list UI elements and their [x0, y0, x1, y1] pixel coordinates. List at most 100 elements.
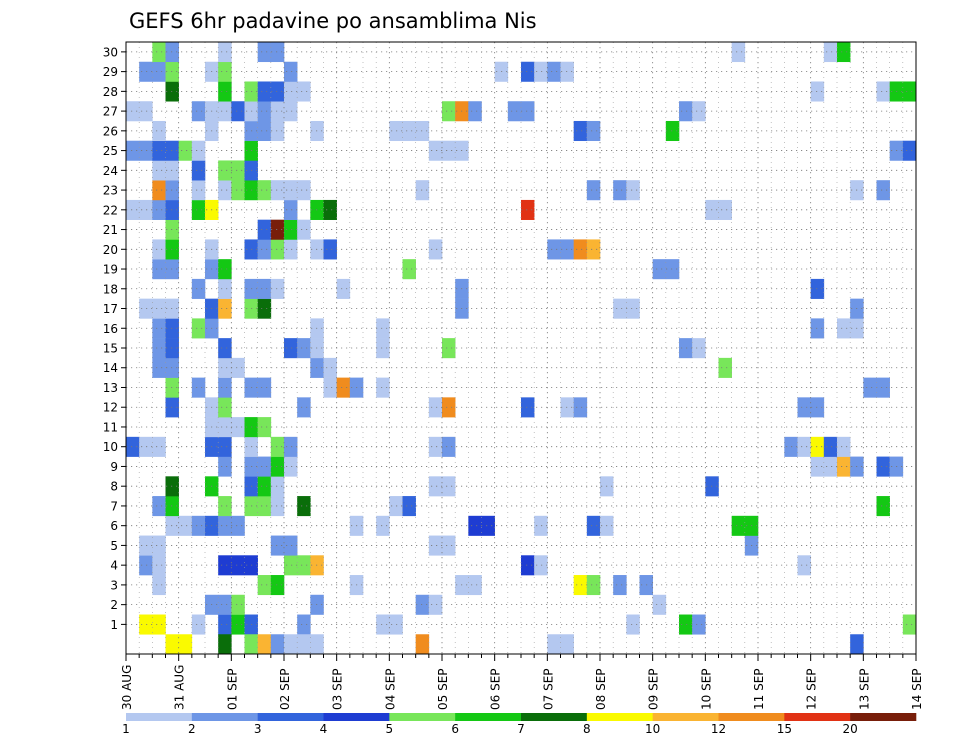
y-tick-label: 18: [103, 282, 118, 296]
heatmap-cell: [376, 614, 390, 635]
heatmap-cell: [573, 397, 588, 418]
heatmap-cell: [191, 614, 206, 635]
x-axis: 30 AUG 31 AUG 01 SEP 02 SEP 03 SEP 04 SEP 05 S…: [120, 654, 924, 710]
heatmap-cell: [270, 101, 285, 122]
heatmap-cell: [284, 555, 298, 576]
heatmap-cell: [165, 42, 179, 63]
y-tick-label: 16: [103, 322, 118, 336]
y-tick-label: 21: [103, 223, 118, 237]
heatmap-cell: [442, 535, 456, 556]
heatmap-cell: [876, 496, 890, 517]
heatmap-cell: [165, 180, 179, 201]
heatmap-cell: [257, 239, 272, 260]
heatmap-cell: [139, 140, 153, 161]
heatmap-cell: [257, 377, 272, 398]
heatmap-cell: [165, 219, 179, 240]
heatmap-cell: [521, 199, 535, 220]
heatmap-cell: [218, 397, 232, 418]
heatmap-cell: [428, 239, 443, 260]
heatmap-cell: [231, 614, 245, 635]
colorbar-swatch: [586, 713, 653, 721]
x-tick-label: 01 SEP: [225, 668, 239, 710]
heatmap-cell: [165, 476, 179, 497]
heatmap-cell: [231, 357, 245, 378]
colorbar-swatch: [718, 713, 785, 721]
heatmap-cell: [560, 61, 574, 82]
heatmap-cell: [218, 634, 232, 655]
heatmap-cell: [152, 120, 166, 142]
heatmap-cell: [521, 61, 535, 82]
colorbar-swatch: [389, 713, 456, 721]
x-tick-label: 07 SEP: [541, 668, 555, 710]
heatmap-cell: [257, 101, 272, 122]
heatmap-cell: [218, 81, 232, 102]
heatmap-cell: [573, 239, 588, 260]
heatmap-cell: [165, 239, 179, 260]
heatmap-cell: [152, 318, 166, 339]
heatmap-cell: [165, 160, 179, 181]
y-tick-label: 23: [103, 184, 118, 198]
heatmap-cell: [152, 298, 166, 319]
heatmap-cell: [191, 140, 206, 161]
heatmap-cell: [376, 377, 390, 398]
heatmap-cell: [152, 575, 166, 596]
heatmap-cell: [257, 496, 272, 517]
heatmap-cell: [139, 199, 153, 220]
colorbar-label: 1: [122, 722, 130, 736]
heatmap-cell: [810, 318, 825, 339]
heatmap-cell: [902, 140, 917, 161]
heatmap-cell: [165, 199, 179, 220]
heatmap-cell: [823, 436, 838, 457]
heatmap-cell: [468, 575, 482, 596]
heatmap-cell: [165, 81, 179, 102]
heatmap-cell: [257, 456, 272, 477]
heatmap-cell: [218, 338, 232, 359]
heatmap-cell: [152, 61, 166, 82]
heatmap-cell: [428, 397, 443, 418]
heatmap-cell: [126, 101, 140, 122]
heatmap-cell: [152, 357, 166, 378]
colorbar-label: 12: [711, 722, 726, 736]
heatmap-cell: [837, 318, 851, 339]
colorbar-swatch: [784, 713, 851, 721]
heatmap-cell: [152, 259, 166, 280]
heatmap-cell: [126, 140, 140, 161]
x-tick-label: 12 SEP: [805, 668, 819, 710]
heatmap-cell: [468, 515, 482, 536]
heatmap-cell: [468, 101, 482, 122]
heatmap-cell: [257, 634, 272, 655]
colorbar-swatch: [126, 713, 193, 721]
y-tick-label: 19: [103, 263, 118, 277]
heatmap-cell: [218, 42, 232, 63]
heatmap-cell: [218, 614, 232, 635]
heatmap-cell: [837, 436, 851, 457]
colorbar-label: 7: [517, 722, 525, 736]
y-tick-label: 26: [103, 124, 118, 138]
heatmap-cell: [415, 120, 430, 142]
heatmap-cell: [152, 436, 166, 457]
heatmap-cell: [152, 199, 166, 220]
heatmap-cell: [284, 199, 298, 220]
heatmap-cell: [586, 575, 601, 596]
heatmap-cell: [244, 634, 258, 655]
heatmap-cell: [652, 259, 667, 280]
heatmap-cell: [547, 61, 561, 82]
heatmap-cell: [626, 614, 640, 635]
heatmap-cell: [257, 219, 272, 240]
heatmap-cell: [152, 42, 166, 63]
heatmap-cell: [415, 180, 430, 201]
heatmap-cell: [323, 239, 337, 260]
heatmap-cell: [270, 81, 285, 102]
heatmap-cell: [560, 239, 574, 260]
heatmap-cell: [297, 397, 311, 418]
heatmap-cell: [521, 101, 535, 122]
heatmap-cell: [191, 160, 206, 181]
heatmap-cell: [692, 338, 706, 359]
heatmap-cell: [402, 120, 416, 142]
colorbar-swatch: [257, 713, 324, 721]
y-tick-label: 1: [110, 618, 118, 632]
heatmap-cell: [139, 101, 153, 122]
heatmap-cell: [442, 338, 456, 359]
heatmap-cell: [126, 436, 140, 457]
